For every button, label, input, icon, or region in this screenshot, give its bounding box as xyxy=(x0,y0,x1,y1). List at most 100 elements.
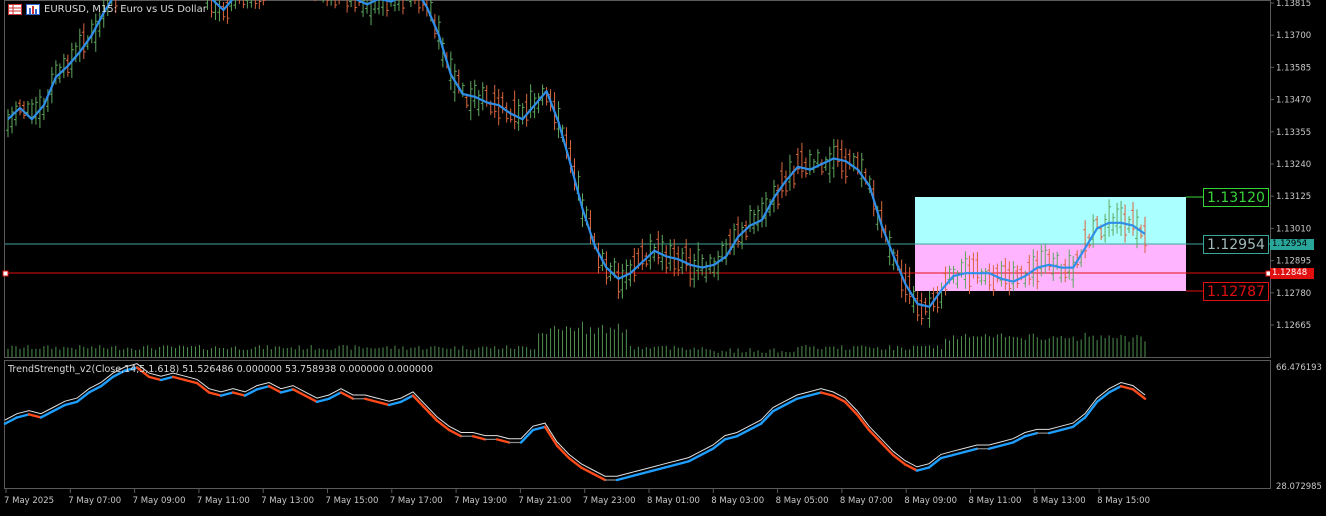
indicator-up-segment xyxy=(663,463,679,469)
indicator-up-segment xyxy=(315,397,331,404)
indicator-up-segment xyxy=(963,447,979,454)
indicator-down-segment xyxy=(171,375,187,382)
indicator-up-segment xyxy=(927,456,943,469)
indicator-up-segment xyxy=(39,410,55,419)
indicator-down-segment xyxy=(579,466,595,475)
indicator-up-segment xyxy=(723,435,739,441)
indicator-axis-max: 66.476193 xyxy=(1276,363,1322,373)
indicator-up-segment xyxy=(123,366,139,372)
time-tick-label: 8 May 03:00 xyxy=(711,496,764,506)
time-tick-label: 7 May 23:00 xyxy=(583,496,636,506)
indicator-down-segment xyxy=(555,444,571,460)
indicator-down-segment xyxy=(231,391,247,397)
indicator-up-segment xyxy=(627,472,643,479)
indicator-up-segment xyxy=(735,428,751,438)
indicator-down-segment xyxy=(291,388,307,397)
indicator-down-segment xyxy=(891,453,907,466)
time-tick-label: 8 May 05:00 xyxy=(776,496,829,506)
indicator-down-segment xyxy=(543,425,559,447)
indicator-down-segment xyxy=(363,397,379,404)
indicator-up-segment xyxy=(771,403,787,413)
indicator-up-segment xyxy=(987,444,1003,450)
bid-line-handle-left[interactable] xyxy=(2,270,9,277)
indicator-up-segment xyxy=(3,416,19,425)
indicator-up-segment xyxy=(1095,391,1111,404)
chart-grid-icon[interactable] xyxy=(8,3,22,15)
price-tick-label: 1.13010 xyxy=(1276,224,1311,234)
indicator-up-segment xyxy=(159,375,175,382)
indicator-down-segment xyxy=(867,428,883,444)
price-tick-label: 1.12665 xyxy=(1276,321,1311,331)
indicator-up-segment xyxy=(675,460,691,466)
time-tick-label: 7 May 19:00 xyxy=(454,496,507,506)
indicator-up-segment xyxy=(999,441,1015,447)
indicator-down-segment xyxy=(567,456,583,469)
indicator-down-segment xyxy=(831,394,847,404)
price-tick-label: 1.12780 xyxy=(1276,289,1311,299)
chart-title: EURUSD, M15: Euro vs US Dollar xyxy=(44,3,207,15)
price-tick-label: 1.13700 xyxy=(1276,31,1311,41)
indicator-down-segment xyxy=(819,391,835,397)
lower-zone xyxy=(915,244,1186,291)
indicator-down-segment xyxy=(195,381,211,394)
volume-bars xyxy=(7,321,1146,357)
mid-level-label[interactable]: 1.12954 xyxy=(1203,235,1269,254)
indicator-up-segment xyxy=(531,425,547,432)
time-axis: 7 May 2025 7 May 07:00 7 May 09:00 7 May 11… xyxy=(4,489,1150,506)
indicator-up-segment xyxy=(1047,428,1063,435)
indicator-down-segment xyxy=(855,413,871,432)
upper-level-label[interactable]: 1.13120 xyxy=(1203,188,1269,207)
time-tick-label: 8 May 09:00 xyxy=(904,496,957,506)
time-tick-label: 7 May 11:00 xyxy=(197,496,250,506)
lower-level-label[interactable]: 1.12787 xyxy=(1203,282,1269,301)
indicator-up-segment xyxy=(687,453,703,463)
indicator-down-segment xyxy=(879,441,895,457)
indicator-up-segment xyxy=(939,453,955,460)
indicator-up-segment xyxy=(615,475,631,482)
indicator-up-segment xyxy=(915,466,931,472)
price-tick-label: 1.13355 xyxy=(1276,128,1311,138)
indicator-up-segment xyxy=(1059,425,1075,432)
indicator-up-segment xyxy=(51,403,67,413)
time-tick-label: 8 May 07:00 xyxy=(840,496,893,506)
indicator-up-segment xyxy=(327,391,343,400)
indicator-up-segment xyxy=(807,391,823,397)
indicator-up-segment xyxy=(99,375,115,388)
indicator-up-segment xyxy=(783,397,799,407)
indicator-up-segment xyxy=(63,400,79,407)
price-tick-label: 1.13585 xyxy=(1276,63,1311,73)
indicator-up-segment xyxy=(519,428,535,444)
time-tick-label: 7 May 21:00 xyxy=(518,496,571,506)
indicator-up-segment xyxy=(951,450,967,457)
indicator-down-segment xyxy=(339,391,355,400)
indicator-down-segment xyxy=(843,400,859,416)
indicator-up-segment xyxy=(243,388,259,397)
indicator-up-segment xyxy=(387,400,403,407)
time-tick-label: 7 May 17:00 xyxy=(390,496,443,506)
bid-price-tag: 1.12848 xyxy=(1270,268,1314,279)
chart-bars-icon[interactable] xyxy=(26,3,40,15)
indicator-up-segment xyxy=(1071,416,1087,429)
indicator-up-segment xyxy=(255,385,271,391)
indicator-lines xyxy=(3,363,1147,482)
current-price-tag: 1.12954 xyxy=(1270,239,1314,250)
indicator-frame xyxy=(4,360,1271,489)
main-chart-frame xyxy=(4,0,1271,358)
time-tick-label: 8 May 13:00 xyxy=(1033,496,1086,506)
indicator-down-segment xyxy=(1131,388,1147,400)
indicator-down-segment xyxy=(27,413,43,419)
indicator-down-segment xyxy=(375,400,391,407)
indicator-down-segment xyxy=(1119,385,1135,391)
chart-title-bar: EURUSD, M15: Euro vs US Dollar xyxy=(8,2,207,16)
time-tick-label: 7 May 2025 xyxy=(4,496,54,506)
time-tick-label: 7 May 15:00 xyxy=(326,496,379,506)
indicator-down-segment xyxy=(207,391,223,397)
indicator-up-segment xyxy=(111,369,127,379)
indicator-up-segment xyxy=(1011,435,1027,444)
price-tick-label: 1.13470 xyxy=(1276,96,1311,106)
indicator-up-segment xyxy=(219,391,235,397)
indicator-down-segment xyxy=(147,375,163,382)
indicator-down-segment xyxy=(423,406,439,422)
